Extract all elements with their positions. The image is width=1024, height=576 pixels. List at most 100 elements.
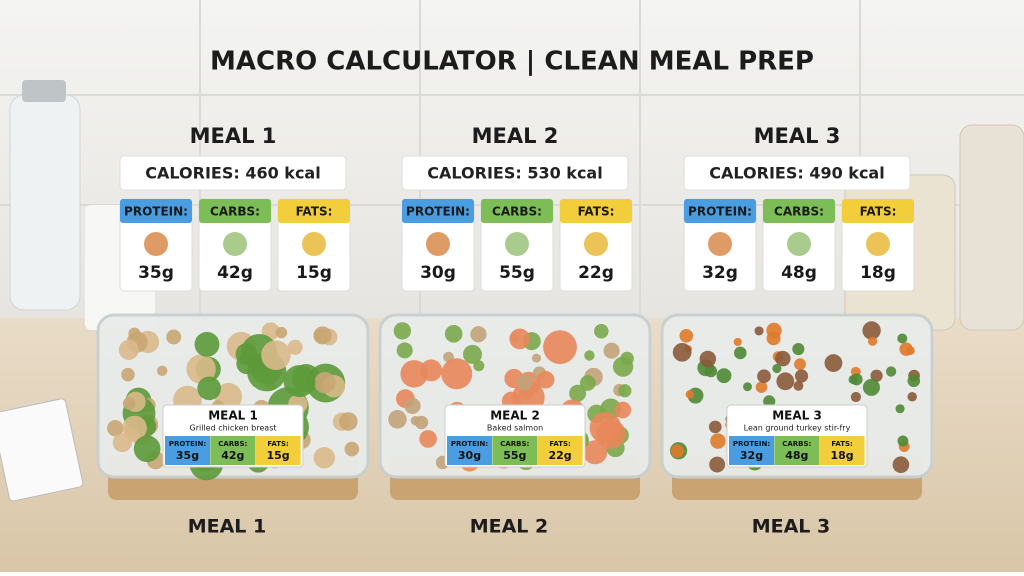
food <box>906 346 915 355</box>
food <box>699 350 717 368</box>
food <box>194 331 220 357</box>
food <box>885 366 897 377</box>
label-title: MEAL 3 <box>772 409 822 423</box>
food <box>907 374 921 388</box>
label-macro-cell <box>492 436 538 465</box>
food <box>793 380 804 391</box>
macro-icon <box>302 232 326 256</box>
macro-header <box>199 199 271 223</box>
food <box>128 327 141 340</box>
label-macro-name: FATS: <box>831 440 853 448</box>
food <box>166 329 182 345</box>
label-macro-name: CARBS: <box>500 440 529 448</box>
macro-header <box>481 199 553 223</box>
food <box>509 328 531 350</box>
food <box>339 412 358 431</box>
calories-box <box>401 155 629 191</box>
food <box>594 324 609 339</box>
label-macro-amount: 15g <box>267 449 290 462</box>
food <box>579 375 596 391</box>
food <box>133 435 161 463</box>
macro-icon <box>866 232 890 256</box>
label-macro-amount: 35g <box>176 449 199 462</box>
label-dish: Baked salmon <box>487 424 543 433</box>
food <box>112 432 132 453</box>
food <box>186 354 216 384</box>
label-macro-name: FATS: <box>267 440 289 448</box>
food <box>236 353 258 375</box>
macro-icon <box>223 232 247 256</box>
food <box>907 392 917 402</box>
food <box>708 420 722 434</box>
food <box>862 378 880 396</box>
food <box>388 410 407 429</box>
label-macro-name: CARBS: <box>218 440 247 448</box>
meal-heading: MEAL 1 <box>190 124 277 148</box>
food <box>596 419 626 449</box>
food <box>755 381 768 393</box>
meal-footer: MEAL 2 <box>470 516 549 538</box>
macro-header <box>684 199 756 223</box>
label-macro-amount: 32g <box>740 449 763 462</box>
food <box>754 326 764 336</box>
food <box>685 390 695 399</box>
food <box>794 358 806 371</box>
macro-amount: 32g <box>702 263 738 283</box>
food <box>156 365 168 377</box>
food <box>710 433 726 449</box>
food <box>462 344 482 364</box>
food <box>313 447 335 469</box>
food <box>393 322 412 340</box>
food <box>792 342 805 356</box>
food <box>344 441 360 457</box>
macro-name: CARBS: <box>492 205 542 219</box>
food <box>679 328 694 343</box>
macro-amount: 42g <box>217 263 253 283</box>
food <box>603 342 620 359</box>
food <box>419 430 437 448</box>
macro-name: FATS: <box>296 205 333 219</box>
label-macro-cell <box>537 436 583 465</box>
meal-footer: MEAL 3 <box>752 516 831 538</box>
label-macro-cell <box>774 436 820 465</box>
macro-icon <box>426 232 450 256</box>
meal-footer: MEAL 1 <box>188 516 267 538</box>
food <box>121 367 135 382</box>
macro-icon <box>144 232 168 256</box>
food <box>275 326 288 339</box>
food <box>733 346 747 360</box>
food <box>670 444 684 458</box>
calories: CALORIES: 460 kcal <box>145 164 320 183</box>
bottle-cap <box>22 80 66 102</box>
food <box>895 404 905 414</box>
calories-box <box>683 155 911 191</box>
label-macro-name: CARBS: <box>782 440 811 448</box>
food <box>794 369 809 383</box>
macro-amount: 15g <box>296 263 332 283</box>
macro-header <box>842 199 914 223</box>
macro-amount: 18g <box>860 263 896 283</box>
macro-name: PROTEIN: <box>406 205 470 219</box>
food <box>118 339 139 360</box>
food <box>772 363 782 374</box>
food <box>850 373 863 386</box>
calories-box <box>119 155 347 191</box>
label-macro-name: PROTEIN: <box>169 440 206 448</box>
macro-icon <box>787 232 811 256</box>
label-macro-cell <box>729 436 774 465</box>
food <box>470 326 487 343</box>
food <box>612 356 634 377</box>
food <box>531 353 541 363</box>
food <box>122 415 147 441</box>
food <box>850 391 862 403</box>
macro-header <box>120 199 192 223</box>
macro-name: CARBS: <box>210 205 260 219</box>
food <box>444 325 463 343</box>
food <box>396 342 413 359</box>
food <box>763 395 776 408</box>
food <box>672 342 692 362</box>
food <box>757 369 771 384</box>
macro-icon <box>584 232 608 256</box>
food <box>287 339 303 355</box>
